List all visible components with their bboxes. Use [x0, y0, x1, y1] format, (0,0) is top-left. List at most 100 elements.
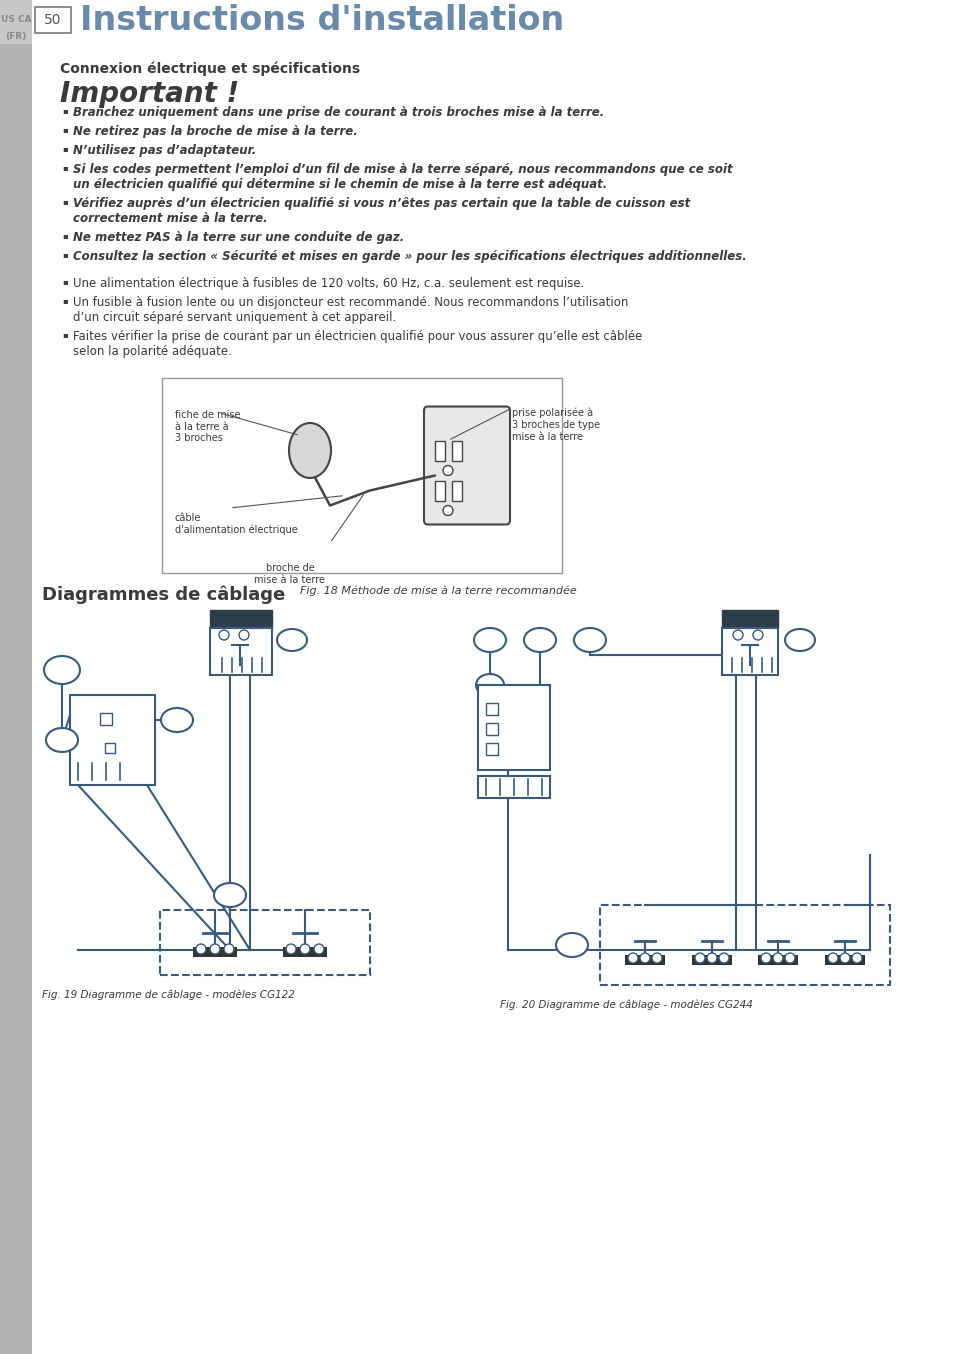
Text: ▪: ▪	[62, 196, 68, 206]
Text: ▪: ▪	[62, 232, 68, 240]
Circle shape	[851, 953, 862, 963]
Circle shape	[219, 630, 229, 640]
Text: 50: 50	[44, 14, 62, 27]
Text: Si les codes permettent l’emploi d’un fil de mise à la terre séparé, nous recomm: Si les codes permettent l’emploi d’un fi…	[73, 162, 732, 176]
FancyBboxPatch shape	[32, 0, 953, 49]
Circle shape	[286, 944, 295, 955]
FancyBboxPatch shape	[721, 628, 778, 676]
Text: un électricien qualifié qui détermine si le chemin de mise à la terre est adéqua: un électricien qualifié qui détermine si…	[73, 177, 607, 191]
Text: Faites vérifier la prise de courant par un électricien qualifié pour vous assure: Faites vérifier la prise de courant par …	[73, 330, 641, 343]
FancyBboxPatch shape	[100, 714, 112, 724]
Text: ▪: ▪	[62, 330, 68, 338]
Circle shape	[442, 505, 453, 516]
Ellipse shape	[556, 933, 587, 957]
Ellipse shape	[213, 883, 246, 907]
Ellipse shape	[523, 628, 556, 653]
FancyBboxPatch shape	[477, 776, 550, 798]
Ellipse shape	[44, 655, 80, 684]
FancyBboxPatch shape	[624, 955, 664, 965]
FancyBboxPatch shape	[423, 406, 510, 524]
FancyBboxPatch shape	[452, 481, 461, 501]
Text: broche de
mise à la terre: broche de mise à la terre	[254, 563, 325, 585]
Circle shape	[210, 944, 220, 955]
Circle shape	[195, 944, 206, 955]
Text: ▪: ▪	[62, 297, 68, 305]
Ellipse shape	[161, 708, 193, 733]
Text: correctement mise à la terre.: correctement mise à la terre.	[73, 213, 268, 225]
Text: ▪: ▪	[62, 162, 68, 172]
FancyBboxPatch shape	[485, 723, 497, 735]
Text: ▪: ▪	[62, 106, 68, 115]
Ellipse shape	[474, 628, 505, 653]
Text: Vérifiez auprès d’un électricien qualifié si vous n’êtes pas certain que la tabl: Vérifiez auprès d’un électricien qualifi…	[73, 196, 690, 210]
Text: prise polarisée à
3 broches de type
mise à la terre: prise polarisée à 3 broches de type mise…	[512, 408, 599, 441]
Text: Une alimentation électrique à fusibles de 120 volts, 60 Hz, c.a. seulement est r: Une alimentation électrique à fusibles d…	[73, 278, 584, 290]
Circle shape	[299, 944, 310, 955]
Text: ▪: ▪	[62, 144, 68, 153]
FancyBboxPatch shape	[0, 0, 32, 1354]
Text: (FR): (FR)	[6, 31, 27, 41]
Circle shape	[627, 953, 638, 963]
Text: Connexion électrique et spécifications: Connexion électrique et spécifications	[60, 61, 359, 76]
Circle shape	[827, 953, 837, 963]
Ellipse shape	[574, 628, 605, 653]
Text: N’utilisez pas d’adaptateur.: N’utilisez pas d’adaptateur.	[73, 144, 256, 157]
Circle shape	[224, 944, 233, 955]
Circle shape	[752, 630, 762, 640]
FancyBboxPatch shape	[162, 378, 561, 573]
Text: Fig. 18 Méthode de mise à la terre recommandée: Fig. 18 Méthode de mise à la terre recom…	[299, 585, 577, 596]
Circle shape	[840, 953, 849, 963]
Circle shape	[695, 953, 704, 963]
Text: selon la polarité adéquate.: selon la polarité adéquate.	[73, 345, 232, 357]
Circle shape	[784, 953, 794, 963]
FancyBboxPatch shape	[485, 743, 497, 756]
Ellipse shape	[784, 630, 814, 651]
Text: ▪: ▪	[62, 278, 68, 286]
FancyBboxPatch shape	[210, 628, 272, 676]
FancyBboxPatch shape	[35, 7, 71, 32]
FancyBboxPatch shape	[824, 955, 864, 965]
FancyBboxPatch shape	[452, 440, 461, 460]
FancyBboxPatch shape	[210, 611, 272, 628]
Text: Diagrammes de câblage: Diagrammes de câblage	[42, 585, 285, 604]
FancyBboxPatch shape	[599, 904, 889, 984]
FancyBboxPatch shape	[193, 946, 236, 957]
Circle shape	[706, 953, 717, 963]
Ellipse shape	[276, 630, 307, 651]
FancyBboxPatch shape	[485, 703, 497, 715]
Ellipse shape	[46, 728, 78, 751]
Circle shape	[314, 944, 324, 955]
Text: Fig. 20 Diagramme de câblage - modèles CG244: Fig. 20 Diagramme de câblage - modèles C…	[499, 1001, 752, 1010]
Circle shape	[442, 466, 453, 475]
FancyBboxPatch shape	[70, 695, 154, 785]
FancyBboxPatch shape	[721, 611, 778, 628]
Text: fiche de mise
à la terre à
3 broches: fiche de mise à la terre à 3 broches	[174, 410, 240, 443]
FancyBboxPatch shape	[691, 955, 731, 965]
Text: ▪: ▪	[62, 125, 68, 134]
FancyBboxPatch shape	[0, 0, 953, 43]
Text: US CA: US CA	[1, 15, 31, 23]
FancyBboxPatch shape	[283, 946, 327, 957]
FancyBboxPatch shape	[477, 685, 550, 770]
Text: Ne retirez pas la broche de mise à la terre.: Ne retirez pas la broche de mise à la te…	[73, 125, 357, 138]
Circle shape	[639, 953, 649, 963]
Circle shape	[732, 630, 742, 640]
Ellipse shape	[476, 674, 503, 696]
Circle shape	[760, 953, 770, 963]
FancyBboxPatch shape	[160, 910, 370, 975]
Text: ▪: ▪	[62, 250, 68, 259]
Text: Important !: Important !	[60, 80, 239, 108]
Text: d’un circuit séparé servant uniquement à cet appareil.: d’un circuit séparé servant uniquement à…	[73, 311, 395, 324]
Text: Un fusible à fusion lente ou un disjoncteur est recommandé. Nous recommandons l’: Un fusible à fusion lente ou un disjonct…	[73, 297, 628, 309]
Circle shape	[239, 630, 249, 640]
Text: Consultez la section « Sécurité et mises en garde » pour les spécifications élec: Consultez la section « Sécurité et mises…	[73, 250, 746, 263]
Text: Branchez uniquement dans une prise de courant à trois broches mise à la terre.: Branchez uniquement dans une prise de co…	[73, 106, 603, 119]
FancyBboxPatch shape	[435, 440, 444, 460]
Text: Instructions d'installation: Instructions d'installation	[80, 4, 563, 37]
Text: Ne mettez PAS à la terre sur une conduite de gaz.: Ne mettez PAS à la terre sur une conduit…	[73, 232, 404, 244]
FancyBboxPatch shape	[32, 0, 953, 1354]
Circle shape	[772, 953, 782, 963]
FancyBboxPatch shape	[435, 481, 444, 501]
FancyBboxPatch shape	[105, 743, 115, 753]
Ellipse shape	[289, 422, 331, 478]
